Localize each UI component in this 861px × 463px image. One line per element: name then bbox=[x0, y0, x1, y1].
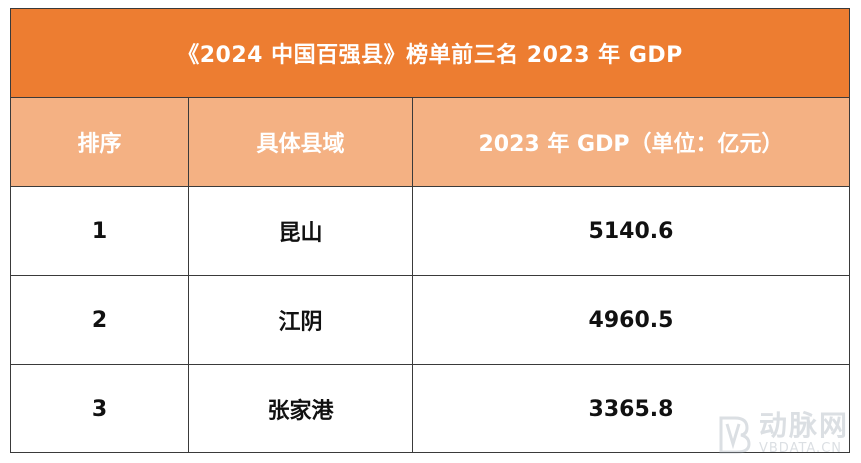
vb-logo-icon bbox=[719, 416, 751, 453]
table-title-row: 《2024 中国百强县》榜单前三名 2023 年 GDP bbox=[11, 9, 849, 98]
cell-county: 张家港 bbox=[189, 365, 413, 453]
header-county: 具体县域 bbox=[189, 98, 413, 186]
cell-rank: 2 bbox=[11, 276, 189, 364]
cell-gdp: 5140.6 bbox=[588, 218, 674, 244]
watermark-en: VBDATA.CN bbox=[758, 441, 842, 456]
cell-gdp: 3365.8 bbox=[588, 396, 674, 422]
cell-county: 昆山 bbox=[189, 187, 413, 275]
watermark: 动脉网 VBDATA.CN bbox=[717, 412, 849, 455]
watermark-text: 动脉网 VBDATA.CN bbox=[758, 409, 849, 456]
gdp-table: 《2024 中国百强县》榜单前三名 2023 年 GDP 排序 具体县域 202… bbox=[10, 8, 850, 453]
cell-rank: 3 bbox=[11, 365, 189, 453]
header-gdp: 2023 年 GDP（单位：亿元） bbox=[478, 132, 784, 157]
cell-gdp: 4960.5 bbox=[588, 307, 674, 333]
header-rank: 排序 bbox=[11, 98, 189, 186]
table-header-row: 排序 具体县域 2023 年 GDP（单位：亿元） bbox=[11, 98, 849, 187]
table-row: 2 江阴 4960.5 bbox=[11, 276, 849, 365]
cell-rank: 1 bbox=[11, 187, 189, 275]
table-row: 3 张家港 3365.8 bbox=[11, 365, 849, 453]
table-title: 《2024 中国百强县》榜单前三名 2023 年 GDP bbox=[177, 43, 683, 68]
watermark-cn: 动脉网 bbox=[758, 409, 849, 442]
cell-county: 江阴 bbox=[189, 276, 413, 364]
table-row: 1 昆山 5140.6 bbox=[11, 187, 849, 276]
